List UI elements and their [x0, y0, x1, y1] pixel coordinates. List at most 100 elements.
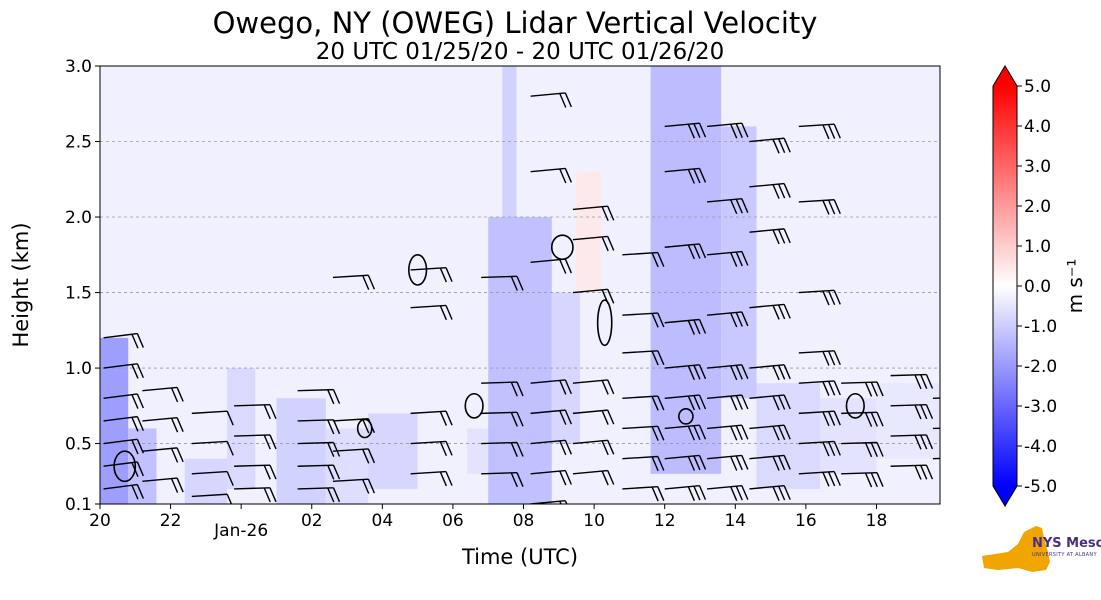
wind-barb-feather — [777, 138, 786, 154]
wind-barb-feather — [651, 396, 659, 411]
wind-barb-feather — [914, 404, 922, 420]
wind-barb-staff — [530, 167, 566, 173]
wind-barb-staff — [798, 440, 835, 445]
wind-barb — [706, 424, 749, 441]
wind-barb-feather — [693, 455, 701, 471]
wind-barb-feather — [445, 267, 453, 282]
wind-barb-feather — [687, 320, 695, 335]
wind-barb — [706, 394, 749, 411]
wind-barb — [622, 251, 665, 268]
wind-barb-feather — [876, 381, 884, 397]
wind-barb-staff — [932, 457, 940, 460]
wind-barb-staff — [841, 381, 878, 384]
wind-barb — [798, 199, 841, 215]
wind-barb-staff — [297, 441, 334, 445]
wind-barb — [142, 447, 184, 463]
wind-barb-staff — [103, 332, 138, 339]
wind-barb-feather — [601, 289, 609, 305]
wind-barb-feather — [564, 92, 573, 108]
wind-barb-feather — [367, 418, 376, 434]
wind-barb-staff — [749, 454, 785, 460]
wind-barb — [706, 484, 749, 501]
wind-barb-feather — [833, 290, 841, 305]
wind-barb-feather — [367, 274, 376, 290]
wind-barb-feather — [698, 243, 707, 259]
wind-barb-feather — [516, 412, 524, 427]
wind-barb-feather — [957, 458, 963, 472]
wind-barb-feather — [131, 364, 139, 379]
wind-barb — [103, 461, 145, 477]
wind-barb-staff — [622, 312, 658, 316]
contour-line — [113, 450, 137, 483]
wind-barb — [481, 381, 524, 397]
wind-barb-feather — [693, 395, 701, 410]
y-tick-label: 1.0 — [65, 359, 92, 379]
wind-barb-feather — [827, 381, 836, 396]
y-tick-label: 0.1 — [65, 495, 92, 515]
wind-barb-feather — [362, 275, 370, 290]
wind-barb-staff — [142, 386, 178, 392]
wind-barb — [410, 410, 453, 426]
wind-barb-staff — [664, 394, 700, 399]
wind-barb-feather — [657, 456, 665, 471]
wind-barb-feather — [730, 425, 738, 441]
wind-barb — [234, 487, 277, 503]
colorbar: 5.0 4.0 3.0 2.0 1.0 0.0 -1.0 -2.0 -3.0 -4.0 -5.0 m… — [992, 65, 1087, 507]
wind-barb-staff — [530, 379, 566, 384]
x-tick-label: 02 — [301, 511, 323, 531]
wind-barb-feather — [741, 198, 749, 213]
wind-barb-feather — [735, 198, 743, 214]
wind-barb-staff — [749, 303, 785, 309]
wind-barb-feather — [833, 441, 841, 456]
wind-barb — [103, 363, 145, 379]
wind-barb-feather — [131, 439, 139, 455]
wind-barb-feather — [914, 435, 922, 450]
wind-barb — [234, 404, 277, 420]
wind-barb-feather — [772, 305, 780, 320]
wind-barb-feather — [693, 319, 701, 335]
wind-barb-staff — [622, 455, 658, 460]
wind-barb-feather — [607, 289, 615, 304]
contour-line — [678, 408, 694, 425]
colorbar-tick-label: -3.0 — [1024, 397, 1057, 417]
wind-barb-feather — [870, 381, 878, 397]
wind-barb-feather — [510, 381, 518, 397]
wind-barb — [410, 267, 453, 283]
wind-barb-feather — [920, 404, 928, 420]
wind-barb-feather — [516, 381, 524, 397]
wind-barb-feather — [136, 461, 145, 477]
wind-barb — [481, 441, 524, 457]
wind-barb-feather — [963, 397, 969, 411]
velocity-contours — [113, 234, 865, 483]
wind-barb-feather — [607, 409, 615, 425]
wind-barb-feather — [920, 374, 928, 389]
wind-barb-feather — [870, 442, 878, 457]
wind-barb-feather — [607, 440, 615, 455]
wind-barb-feather — [698, 394, 707, 410]
wind-barb-feather — [170, 387, 179, 403]
wind-barb-feather — [957, 398, 963, 412]
wind-barb — [798, 123, 841, 140]
y-axis-ticks: 0.1 0.5 1.0 1.5 2.0 2.5 3.0 — [65, 57, 100, 515]
wind-barb-staff — [103, 363, 138, 369]
wind-barb-staff — [191, 493, 228, 498]
wind-barb-staff — [890, 404, 927, 407]
wind-barb-feather — [822, 381, 830, 396]
wind-barb-feather — [651, 350, 659, 366]
wind-barb-feather — [687, 486, 695, 501]
velocity-patch — [876, 383, 940, 459]
wind-barb-feather — [698, 364, 707, 380]
wind-barb-feather — [516, 472, 524, 487]
wind-barb-feather — [269, 404, 277, 420]
wind-barb-feather — [876, 472, 884, 487]
wind-barb — [932, 457, 963, 472]
wind-barb-staff — [103, 415, 138, 422]
wind-barb — [410, 304, 453, 321]
wind-barb-feather — [601, 410, 609, 425]
colorbar-tick-label: -2.0 — [1024, 357, 1057, 377]
wind-barb-feather — [176, 417, 184, 432]
wind-barb-staff — [749, 137, 785, 143]
wind-barb — [191, 493, 233, 504]
wind-barb-staff — [332, 274, 369, 279]
wind-barb — [749, 454, 791, 471]
